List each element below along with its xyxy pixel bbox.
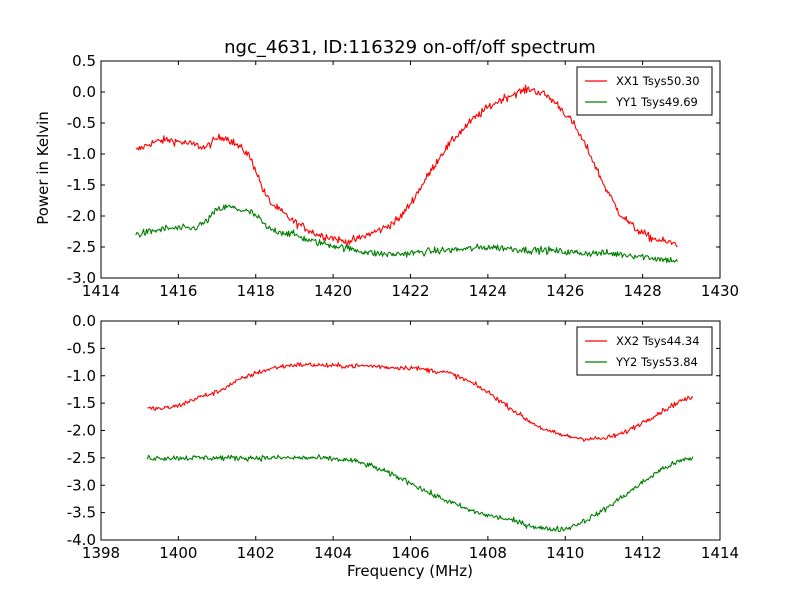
y-tick-label: -0.5 [67,114,96,132]
y-tick-label: 0.0 [72,83,96,101]
legend: XX2 Tsys44.34 YY2 Tsys53.84 [576,326,713,376]
x-tick-label: 1402 [237,544,275,562]
x-tick-label: 1414 [82,282,120,300]
x-tick-label: 1414 [701,544,739,562]
legend: XX1 Tsys50.30 YY1 Tsys49.69 [576,66,713,116]
series-line-xx2 [147,362,694,442]
bottom-spectrum-panel: 1398 1400 1402 1404 1406 1408 1410 1412 1414 0.0 -… [67,312,739,562]
y-tick-label: 0.5 [72,52,96,70]
x-tick-label: 1422 [391,282,429,300]
x-tick-label: 1404 [314,544,352,562]
x-tick-label: 1416 [159,282,197,300]
legend-label: XX1 Tsys50.30 [616,74,700,88]
x-tick-label: 1424 [469,282,507,300]
y-tick-label: -3.5 [67,504,96,522]
x-tick-label: 1420 [314,282,352,300]
legend-label: XX2 Tsys44.34 [616,334,700,348]
y-tick-label: -2.0 [67,422,96,440]
y-tick-label: -1.5 [67,176,96,194]
x-tick-label: 1430 [701,282,739,300]
x-tick-label: 1398 [82,544,120,562]
y-axis-label: Power in Kelvin [34,111,52,225]
x-tick-label: 1410 [546,544,584,562]
y-tick-label: -2.0 [67,207,96,225]
legend-label: YY1 Tsys49.69 [615,95,698,109]
y-tick-label: -1.5 [67,394,96,412]
y-tick-label: -1.0 [67,367,96,385]
series-line-yy1 [135,204,678,264]
legend-box [576,66,713,116]
y-tick-label: 0.0 [72,312,96,330]
legend-label: YY2 Tsys53.84 [615,355,698,369]
y-tick-label: -1.0 [67,145,96,163]
x-tick-label: 1412 [624,544,662,562]
top-spectrum-panel: 1414 1416 1418 1420 1422 1424 1426 1428 1430 0.5 0… [67,52,739,300]
x-tick-label: 1400 [159,544,197,562]
x-tick-label: 1418 [237,282,275,300]
x-tick-label: 1426 [546,282,584,300]
x-tick-label: 1428 [624,282,662,300]
x-tick-label: 1408 [469,544,507,562]
y-tick-label: -4.0 [67,531,96,549]
legend-box [576,326,713,376]
y-tick-label: -0.5 [67,339,96,357]
y-tick-label: -3.0 [67,476,96,494]
chart-title: ngc_4631, ID:116329 on-off/off spectrum [224,37,596,58]
x-tick-label: 1406 [391,544,429,562]
y-tick-label: -2.5 [67,449,96,467]
series-line-yy2 [146,454,694,533]
series-line-xx1 [135,84,678,248]
y-tick-label: -3.0 [67,269,96,287]
x-axis-label: Frequency (MHz) [347,562,473,580]
y-tick-label: -2.5 [67,238,96,256]
